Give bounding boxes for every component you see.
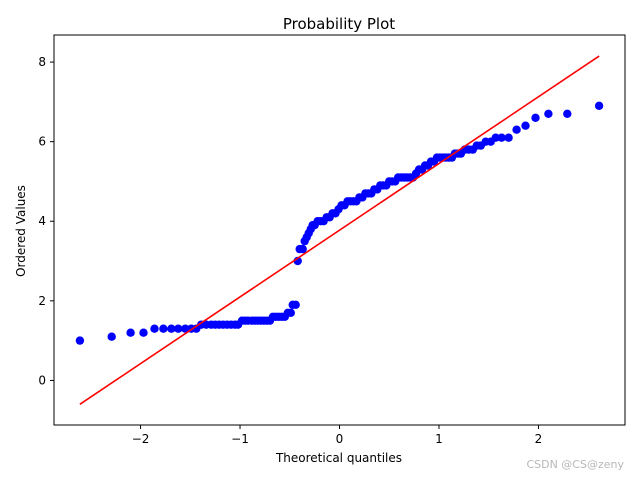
x-tick-label: −2 — [132, 432, 150, 446]
data-point — [181, 324, 190, 333]
data-point — [174, 324, 183, 333]
data-point — [286, 308, 295, 317]
data-point — [126, 328, 135, 337]
data-point — [139, 328, 148, 337]
data-point — [291, 300, 300, 309]
data-point — [497, 133, 506, 142]
axes-frame — [53, 34, 626, 426]
y-tick-label: 6 — [38, 135, 46, 149]
data-point — [531, 113, 540, 123]
data-point — [159, 324, 168, 333]
plot-area — [75, 55, 604, 405]
data-point — [594, 101, 604, 111]
data-point — [75, 336, 85, 345]
data-point — [107, 332, 116, 341]
data-point — [512, 125, 521, 134]
chart-title: Probability Plot — [283, 15, 395, 33]
data-point — [544, 109, 553, 119]
x-tick-label: 2 — [535, 432, 543, 446]
x-tick-label: 1 — [435, 432, 443, 446]
y-tick-label: 2 — [38, 294, 46, 308]
fit-line — [79, 55, 600, 405]
data-point — [563, 109, 572, 119]
y-tick-label: 4 — [38, 214, 46, 228]
y-tick-label: 0 — [38, 373, 46, 387]
data-point — [491, 133, 500, 142]
watermark: CSDN @CS@zeny — [526, 458, 624, 471]
data-point — [150, 324, 159, 333]
data-point — [521, 121, 530, 130]
x-tick-label: 0 — [336, 432, 344, 446]
y-tick-label: 8 — [38, 55, 46, 69]
data-point — [298, 244, 307, 254]
y-axis-ticks: 0 2 4 6 8 — [38, 55, 54, 387]
data-point — [504, 133, 513, 142]
x-tick-label: −1 — [231, 432, 249, 446]
x-axis-ticks: −2 −1 0 1 2 — [132, 425, 543, 446]
y-axis-label: Ordered Values — [14, 185, 28, 277]
data-point — [167, 324, 176, 333]
x-axis-label: Theoretical quantiles — [275, 451, 402, 465]
